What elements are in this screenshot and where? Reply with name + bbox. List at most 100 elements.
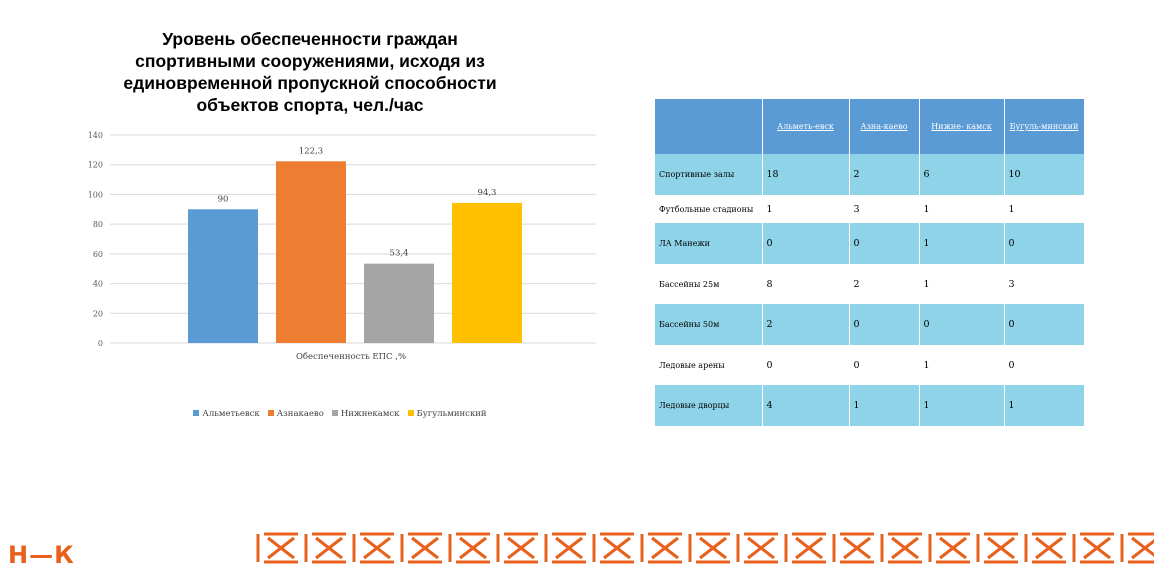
table-header-cell [655,99,763,154]
y-tick-label: 40 [93,280,103,289]
table-header-cell: Бугуль-минский [1004,99,1085,154]
table-row: Ледовые арены 0 0 1 0 [655,345,1085,385]
legend-swatch [331,410,338,416]
ornament-motif [784,532,826,564]
table-cell: 6 [919,154,1005,195]
ornament-motif [256,532,298,564]
data-label: 53,4 [390,249,409,259]
y-tick-label: 0 [98,339,103,348]
table-row-label: Футбольные стадионы [655,195,763,223]
bar-3 [364,263,434,343]
table-cell: 0 [849,223,920,264]
table-cell: 0 [762,345,850,385]
table-cell: 8 [762,264,850,304]
table-cell: 1 [919,195,1005,223]
y-tick-label: 80 [93,220,103,229]
ornament-motif [400,532,442,564]
table-cell: 1 [849,385,920,426]
table-row: Ледовые дворцы 4 1 1 1 [655,385,1085,426]
table-row-label: Ледовые арены [655,345,763,385]
y-tick-label: 60 [93,250,103,259]
ornament-motif [496,532,538,564]
table-row: Бассейны 50м 2 0 0 0 [655,304,1085,345]
table-row-label: Ледовые дворцы [655,385,763,426]
table-cell: 1 [1004,195,1085,223]
table-row: ЛА Манежи 0 0 1 0 [655,223,1085,264]
y-tick-label: 100 [88,190,103,199]
logo-text: Н—К [8,541,75,569]
table-row-label: Бассейны 25м [655,264,763,304]
y-axis-ticks: 0 20 40 60 80 100 120 140 [88,131,103,348]
table-row-label: ЛА Манежи [655,223,763,264]
bar-2 [276,161,346,343]
legend-label: Азнакаево [276,409,324,419]
legend-label: Бугульминский [416,409,487,419]
table-cell: 2 [762,304,850,345]
y-tick-label: 120 [88,161,103,170]
ornament-motif [592,532,634,564]
table-cell: 2 [849,154,920,195]
ornament-motif [448,532,490,564]
y-tick-label: 20 [93,309,103,318]
table-cell: 1 [762,195,850,223]
bar-1 [188,209,258,343]
table-cell: 0 [1004,223,1085,264]
chart-gridlines [110,134,596,344]
bar-chart: 0 20 40 60 80 100 120 140 90 122,3 53,4 94,3 Обесп… [88,131,596,362]
data-labels: 90 122,3 53,4 94,3 [218,146,497,258]
ornament-motif [688,532,730,564]
ornament-motif [304,532,346,564]
legend-swatch [193,410,200,416]
table-cell: 2 [849,264,920,304]
legend-item: Бугульминский [407,409,487,419]
table-row-label: Спортивные залы [655,154,763,195]
table-cell: 1 [919,385,1005,426]
chart-legend: Альметьевск Азнакаево Нижнекамск Бугульминс… [0,409,680,419]
ornament-motif [976,532,1018,564]
bar-4 [452,202,522,343]
ornament-motif [736,532,778,564]
y-tick-label: 140 [88,131,103,140]
table-row-label: Бассейны 50м [655,304,763,345]
table-cell: 0 [1004,304,1085,345]
ornament-motif [1072,532,1114,564]
ornament-motif [880,532,922,564]
legend-item: Азнакаево [267,409,324,419]
legend-label: Альметьевск [202,409,260,419]
legend-item: Нижнекамск [331,409,400,419]
table-cell: 1 [919,264,1005,304]
data-label: 122,3 [299,146,323,156]
legend-label: Нижнекамск [340,409,400,419]
x-axis-category-label: Обеспеченность ЕПС ,% [296,351,406,362]
ornament-motif [832,532,874,564]
table-header-cell: Нижне- камск [919,99,1005,154]
ornament-motif [1024,532,1066,564]
table-cell: 18 [762,154,850,195]
ornament-motif [352,532,394,564]
table-row: Футбольные стадионы 1 3 1 1 [655,195,1085,223]
table-cell: 0 [849,304,920,345]
legend-item: Альметьевск [193,409,260,419]
table-cell: 1 [919,223,1005,264]
table-cell: 0 [1004,345,1085,385]
table-cell: 10 [1004,154,1085,195]
ornament-motif [544,532,586,564]
ornament-motif [928,532,970,564]
table-cell: 0 [762,223,850,264]
table-row: Бассейны 25м 8 2 1 3 [655,264,1085,304]
table-cell: 1 [919,345,1005,385]
table-cell: 1 [1004,385,1085,426]
table-cell: 4 [762,385,850,426]
statistics-table: Альметь-евск Азна-каево Нижне- камск Бугуль… [655,99,1085,426]
legend-swatch [267,410,274,416]
data-label: 94,3 [478,188,497,198]
table-cell: 3 [1004,264,1085,304]
table-row: Спортивные залы 18 2 6 10 [655,154,1085,195]
legend-swatch [407,410,414,416]
table-header-cell: Азна-каево [849,99,920,154]
table-cell: 3 [849,195,920,223]
chart-bars [188,161,522,343]
chart-title: Уровень обеспеченности граждан спортивны… [123,29,497,115]
table-cell: 0 [849,345,920,385]
ornament-motif [640,532,682,564]
